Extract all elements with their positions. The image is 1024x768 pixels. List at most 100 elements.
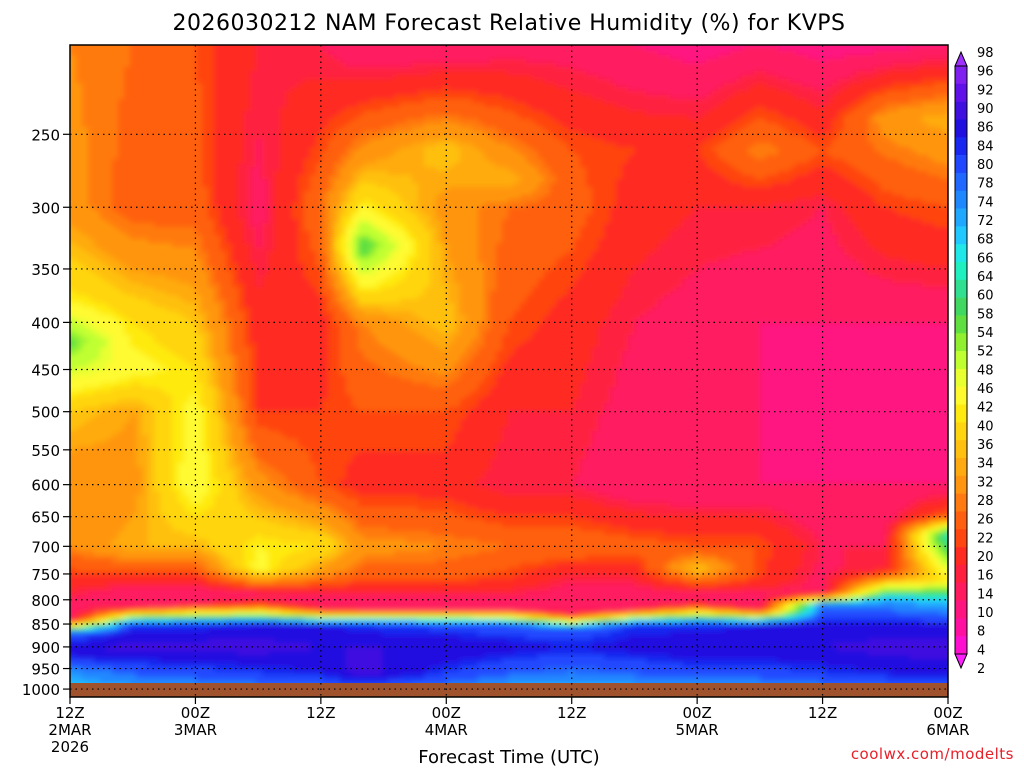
y-tick-label-250: 250 (31, 126, 60, 144)
colorbar-swatch-25 (955, 208, 967, 227)
colorbar-label-74: 74 (977, 195, 994, 210)
y-tick-label-450: 450 (31, 362, 60, 380)
chart-title: 2026030212 NAM Forecast Relative Humidit… (172, 11, 845, 36)
colorbar-cap-top (954, 50, 968, 67)
colorbar-swatch-27 (955, 172, 967, 192)
colorbar: 2481014162022262832343640424648525458606… (954, 46, 994, 677)
colorbar-label-34: 34 (977, 457, 994, 472)
colorbar-swatch-15 (955, 386, 967, 405)
colorbar-label-2: 2 (977, 662, 985, 677)
y-tick-label-350: 350 (31, 261, 60, 279)
x-tick-label-0-2: 2026 (51, 738, 89, 756)
credit-text: coolwx.com/modelts (851, 745, 1014, 763)
colorbar-label-60: 60 (977, 289, 994, 304)
x-tick-label-60-0: 00Z (682, 704, 711, 722)
y-tick-label-300: 300 (31, 199, 60, 217)
y-tick-label-600: 600 (31, 477, 60, 495)
y-tick-label-550: 550 (31, 442, 60, 460)
colorbar-label-68: 68 (977, 233, 994, 248)
colorbar-swatch-30 (955, 119, 967, 138)
grid-lines (70, 45, 948, 697)
y-tick-label-950: 950 (31, 661, 60, 679)
colorbar-swatch-11 (955, 458, 967, 477)
colorbar-label-8: 8 (977, 625, 985, 640)
colorbar-swatch-18 (955, 333, 967, 352)
x-tick-label-84-1: 6MAR (926, 721, 969, 739)
colorbar-swatch-23 (955, 244, 967, 263)
colorbar-label-32: 32 (977, 475, 994, 490)
x-tick-label-36-1: 4MAR (425, 721, 468, 739)
colorbar-frame (954, 65, 968, 655)
x-tick-label-12-0: 00Z (181, 704, 210, 722)
x-tick-label-60-1: 5MAR (676, 721, 719, 739)
colorbar-label-4: 4 (977, 643, 985, 658)
colorbar-label-22: 22 (977, 531, 994, 546)
y-tick-label-1000: 1000 (22, 681, 60, 699)
colorbar-swatch-28 (955, 155, 967, 174)
colorbar-label-28: 28 (977, 494, 994, 509)
colorbar-swatch-24 (955, 226, 967, 245)
colorbar-swatch-16 (955, 368, 967, 388)
colorbar-swatch-19 (955, 315, 967, 334)
colorbar-label-48: 48 (977, 363, 994, 378)
x-tick-label-84-0: 00Z (933, 704, 962, 722)
colorbar-swatch-2 (955, 618, 967, 637)
rh-heatmap (70, 45, 948, 697)
colorbar-swatch-32 (955, 83, 967, 102)
x-tick-label-12-1: 3MAR (174, 721, 217, 739)
y-tick-label-750: 750 (31, 566, 60, 584)
colorbar-label-20: 20 (977, 550, 994, 565)
y-tick-label-400: 400 (31, 314, 60, 332)
colorbar-label-10: 10 (977, 606, 994, 621)
colorbar-swatch-26 (955, 190, 967, 209)
colorbar-swatch-22 (955, 262, 967, 281)
x-tick-label-36-0: 00Z (432, 704, 461, 722)
y-tick-label-850: 850 (31, 616, 60, 634)
x-tick-label-24-0: 12Z (306, 704, 335, 722)
colorbar-label-86: 86 (977, 121, 994, 136)
colorbar-swatch-3 (955, 600, 967, 619)
colorbar-label-14: 14 (977, 587, 994, 602)
pressure-axis: 250 300 350 400 450 500 550 600 650 700 750 800 850 9… (22, 126, 70, 699)
y-tick-label-900: 900 (31, 639, 60, 657)
colorbar-swatch-10 (955, 475, 967, 494)
x-axis-label: Forecast Time (UTC) (418, 747, 599, 768)
colorbar-swatch-14 (955, 404, 967, 423)
x-tick-label-48-0: 12Z (557, 704, 586, 722)
colorbar-label-72: 72 (977, 214, 994, 229)
colorbar-label-58: 58 (977, 307, 994, 322)
colorbar-label-40: 40 (977, 419, 994, 434)
y-tick-label-700: 700 (31, 538, 60, 556)
y-tick-label-800: 800 (31, 592, 60, 610)
colorbar-label-84: 84 (977, 139, 994, 154)
colorbar-label-42: 42 (977, 401, 994, 416)
colorbar-swatch-7 (955, 529, 967, 548)
colorbar-label-46: 46 (977, 382, 994, 397)
colorbar-label-54: 54 (977, 326, 994, 341)
colorbar-label-78: 78 (977, 177, 994, 192)
colorbar-swatch-9 (955, 493, 967, 512)
colorbar-swatch-13 (955, 422, 967, 441)
y-tick-label-500: 500 (31, 404, 60, 422)
colorbar-label-92: 92 (977, 83, 994, 98)
colorbar-label-80: 80 (977, 158, 994, 173)
colorbar-label-52: 52 (977, 345, 994, 360)
colorbar-swatch-17 (955, 351, 967, 370)
colorbar-swatch-29 (955, 137, 967, 156)
colorbar-swatch-33 (955, 66, 967, 85)
colorbar-swatch-20 (955, 297, 967, 316)
colorbar-label-64: 64 (977, 270, 994, 285)
colorbar-label-36: 36 (977, 438, 994, 453)
colorbar-cap-bottom (954, 653, 968, 670)
colorbar-label-16: 16 (977, 569, 994, 584)
y-tick-label-650: 650 (31, 509, 60, 527)
colorbar-label-66: 66 (977, 251, 994, 266)
colorbar-swatch-8 (955, 511, 967, 530)
colorbar-label-96: 96 (977, 65, 994, 80)
x-tick-label-0-1: 2MAR (48, 721, 91, 739)
colorbar-label-98: 98 (977, 46, 994, 61)
colorbar-swatch-1 (955, 636, 967, 655)
colorbar-swatch-31 (955, 101, 967, 120)
